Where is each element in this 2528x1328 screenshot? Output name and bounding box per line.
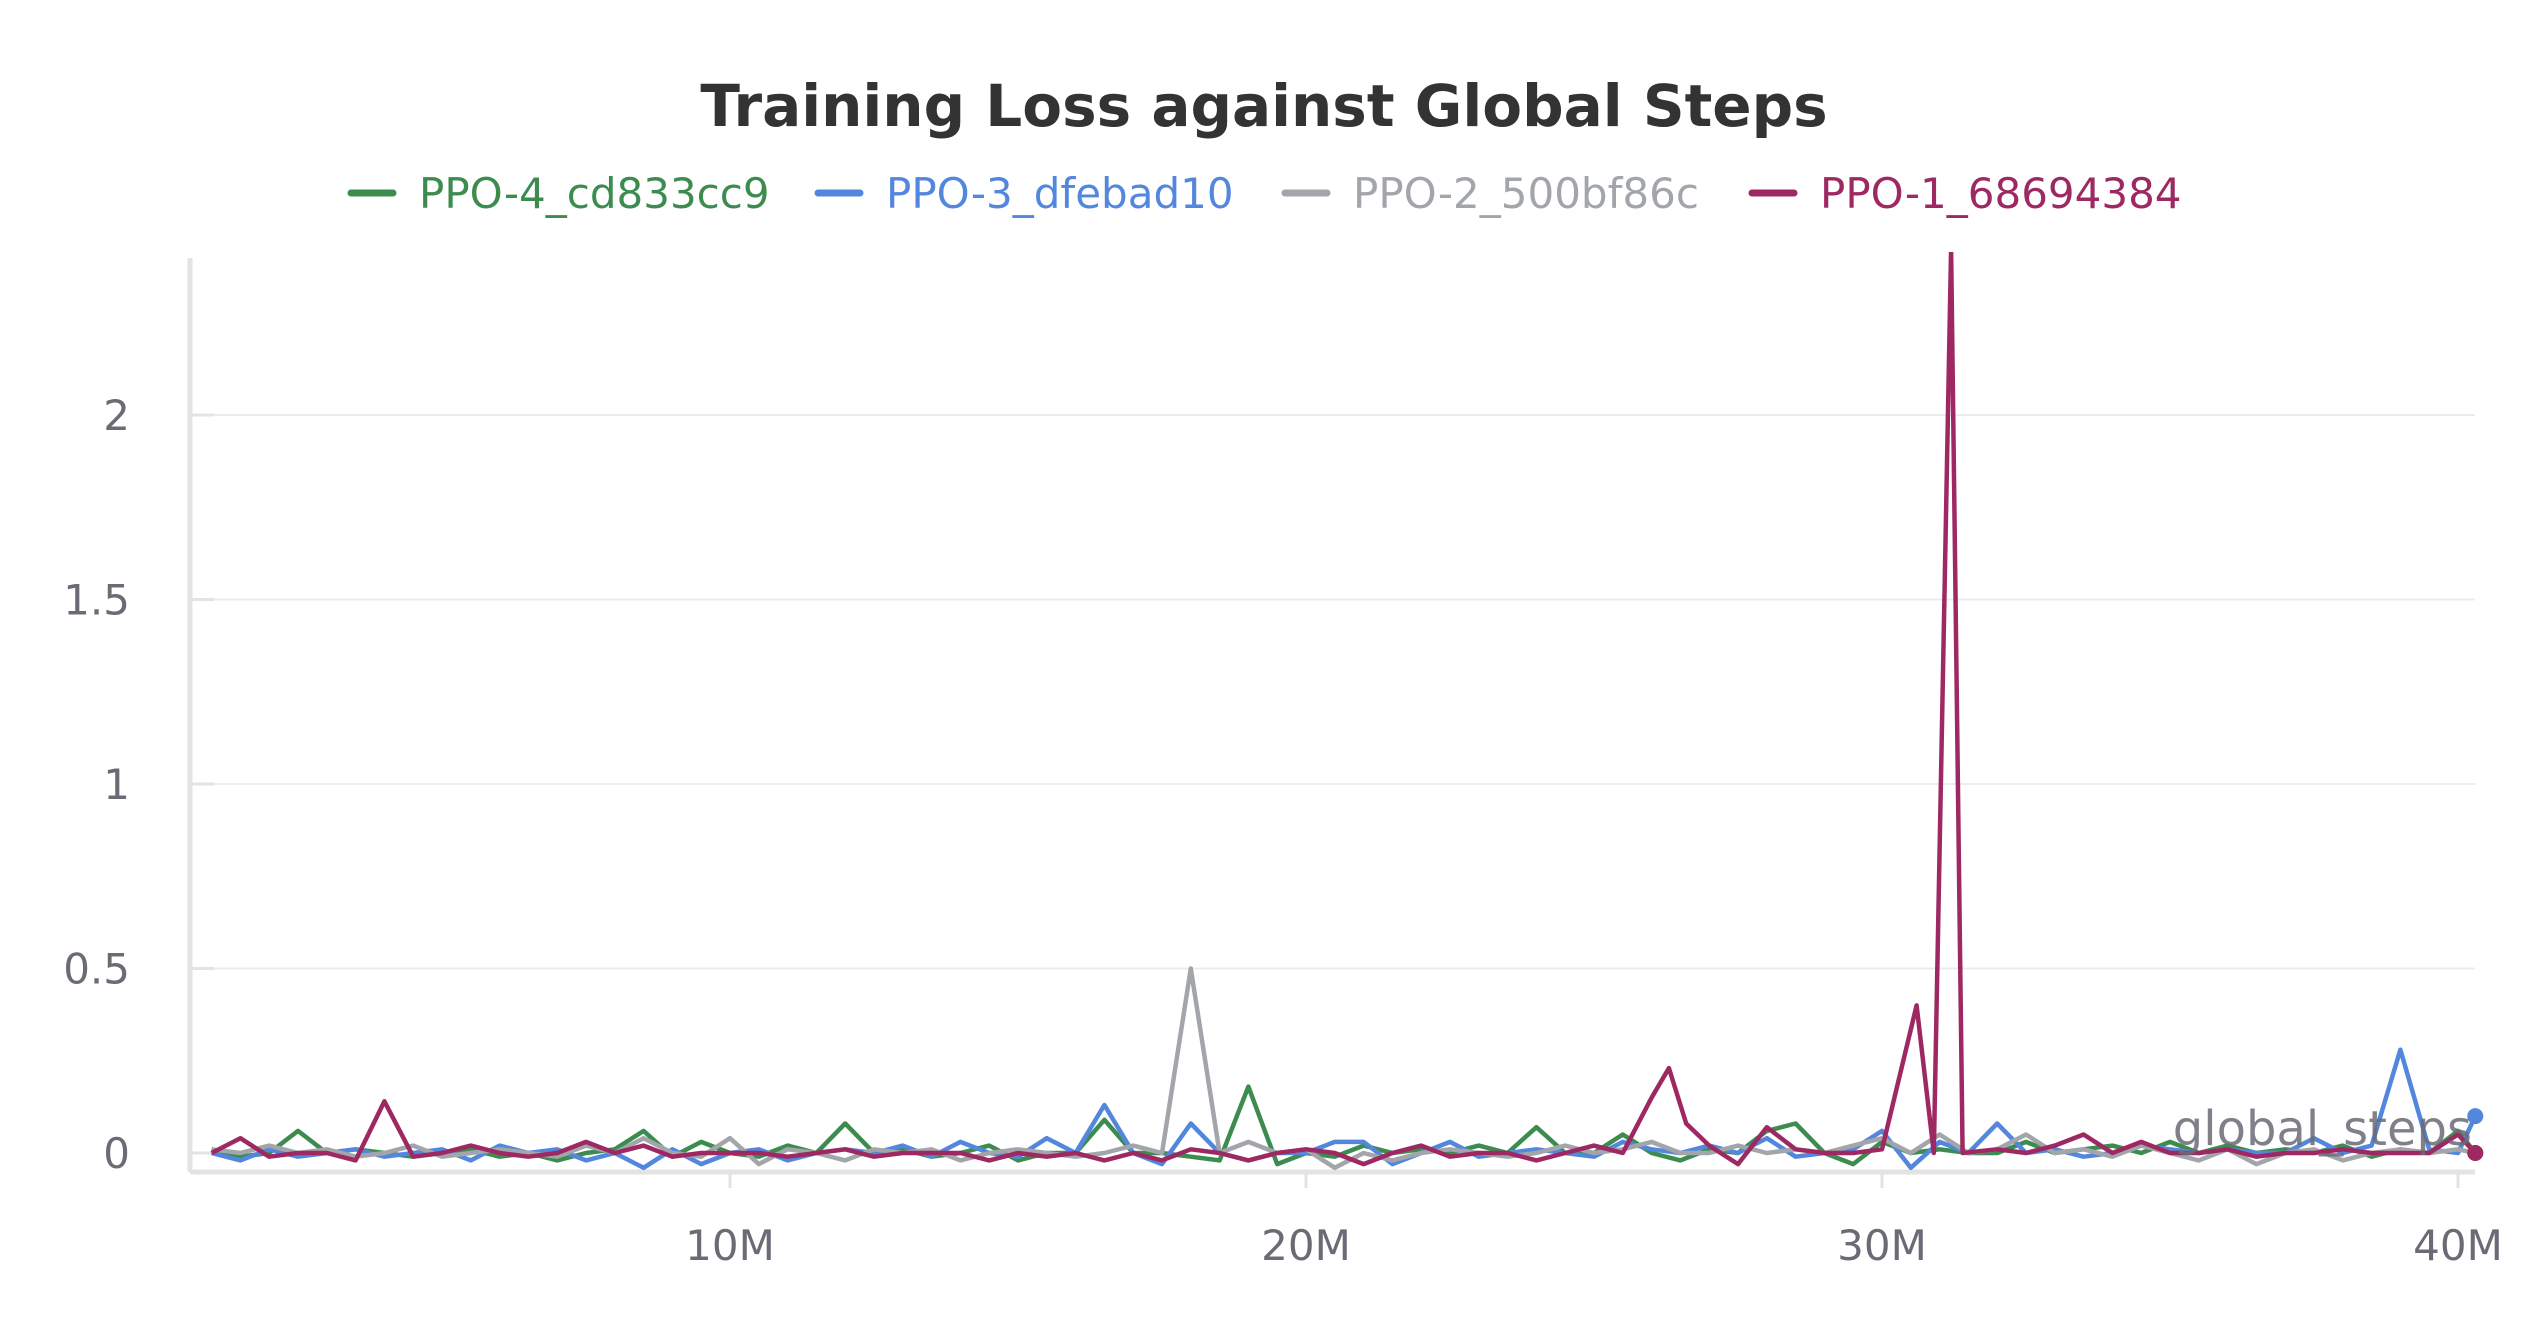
x-axis: 10M 20M 30M 40M <box>685 1172 2503 1270</box>
y-tick-label: 1 <box>103 760 130 809</box>
legend-item[interactable]: PPO-2_500bf86c <box>1281 169 1699 218</box>
series-end-dot <box>2467 1108 2484 1125</box>
x-tick-label: 40M <box>2413 1221 2503 1270</box>
gridlines <box>195 414 2475 970</box>
chart-title: Training Loss against Global Steps <box>700 72 1827 140</box>
y-tick-label: 0.5 <box>63 945 130 994</box>
series-end-markers <box>2467 1108 2484 1161</box>
x-tick-label: 20M <box>1261 1221 1351 1270</box>
legend-label: PPO-3_dfebad10 <box>886 169 1234 218</box>
axis-watermark: global_steps <box>2173 1101 2472 1157</box>
y-tick-label: 1.5 <box>63 576 130 625</box>
x-tick-label: 30M <box>1837 1221 1927 1270</box>
legend-item[interactable]: PPO-1_68694384 <box>1748 169 2182 218</box>
legend-item[interactable]: PPO-4_cd833cc9 <box>347 169 770 218</box>
y-tick-label: 0 <box>103 1129 130 1178</box>
series-end-dot <box>2467 1145 2484 1161</box>
series-line <box>210 252 2477 1167</box>
legend[interactable]: PPO-4_cd833cc9 PPO-3_dfebad10 PPO-2_500bf8… <box>347 169 2182 218</box>
y-tick-label: 2 <box>103 391 130 440</box>
x-tick-label: 10M <box>685 1221 775 1270</box>
legend-item[interactable]: PPO-3_dfebad10 <box>814 169 1234 218</box>
legend-label: PPO-4_cd833cc9 <box>419 169 770 218</box>
series-lines <box>210 252 2478 1171</box>
series-line <box>211 1084 2478 1167</box>
legend-label: PPO-2_500bf86c <box>1353 169 1699 218</box>
series-line <box>211 966 2476 1171</box>
legend-label: PPO-1_68694384 <box>1820 169 2182 218</box>
y-axis: 0 0.5 1 1.5 2 <box>63 391 214 1178</box>
